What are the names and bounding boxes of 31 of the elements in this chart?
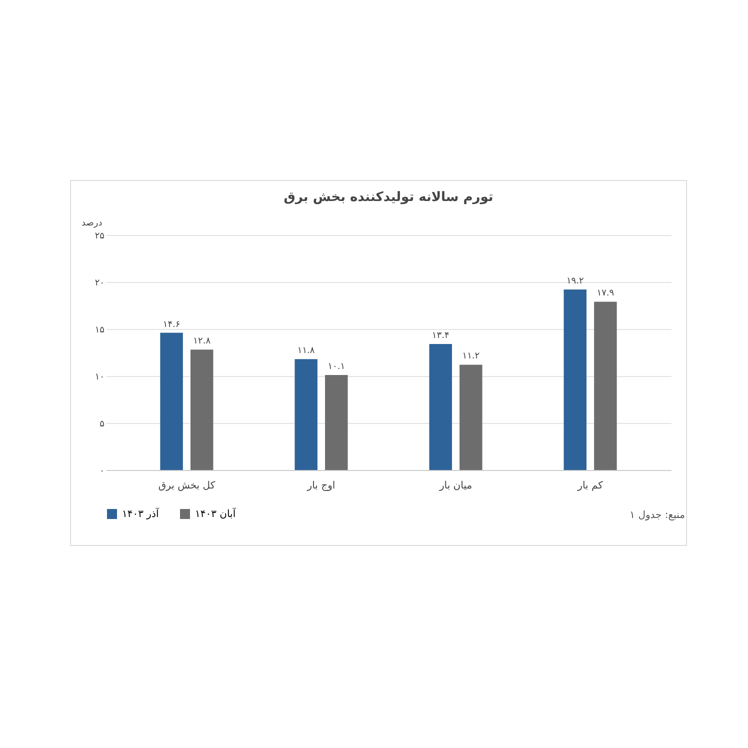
data-label: ۱۴.۶ (162, 320, 180, 330)
bar (190, 350, 214, 470)
y-tick-label: ۰ (100, 466, 104, 476)
y-axis-title: درصد (82, 218, 102, 228)
bar (564, 290, 586, 470)
bar (160, 332, 183, 470)
x-tick-label: کل بخش برق (158, 480, 216, 492)
text: منبع: جدول ۱ (630, 510, 685, 521)
data-label: ۱۹.۲ (566, 276, 584, 287)
x-tick-label: کم بار (576, 480, 604, 492)
legend-label: آذر ۱۴۰۳ (122, 507, 160, 520)
data-label: ۱۳.۴ (432, 331, 450, 342)
y-tick-label: ۲۵ (94, 232, 105, 242)
bar (429, 344, 452, 470)
data-label: ۱۷.۹ (596, 288, 614, 299)
chart-title: تورم سالانه تولیدکننده بخش برق (284, 190, 494, 205)
y-tick-label: ۱۰ (94, 372, 104, 382)
bar (294, 359, 318, 470)
data-label: ۱۲.۸ (193, 336, 211, 347)
x-tick-label: اوج بار (306, 480, 336, 492)
legend-label: آبان ۱۴۰۳ (195, 507, 237, 520)
data-label: ۱۱.۲ (462, 352, 480, 362)
y-tick-label: ۵ (100, 420, 105, 430)
data-label: ۱۰.۱ (328, 362, 346, 372)
bar (460, 364, 482, 470)
data-label: ۱۱.۸ (297, 346, 315, 356)
y-tick-label: ۱۵ (94, 326, 105, 336)
x-tick-label: میان بار (438, 480, 472, 492)
bar (325, 375, 348, 470)
y-tick-label: ۲۰ (94, 278, 104, 288)
bar (594, 302, 617, 470)
